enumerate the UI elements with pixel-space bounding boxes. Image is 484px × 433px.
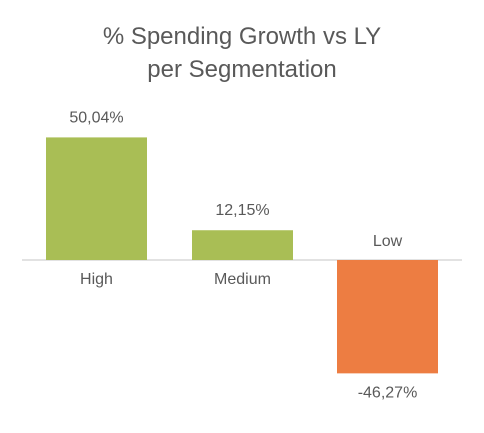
category-label-high: High: [80, 271, 113, 288]
category-label-low: Low: [373, 233, 403, 250]
value-label-medium: 12,15%: [215, 202, 269, 219]
chart-title-line-1: % Spending Growth vs LY: [102, 23, 382, 50]
value-label-high: 50,04%: [69, 109, 123, 126]
chart-title-line-2: per Segmentation: [147, 56, 337, 83]
chart-title: % Spending Growth vs LY per Segmentation: [0, 20, 484, 86]
bar-medium: [192, 230, 293, 260]
category-label-medium: Medium: [214, 271, 271, 288]
bar-high: [46, 137, 147, 260]
value-label-low: -46,27%: [358, 384, 418, 401]
bar-low: [337, 260, 438, 374]
